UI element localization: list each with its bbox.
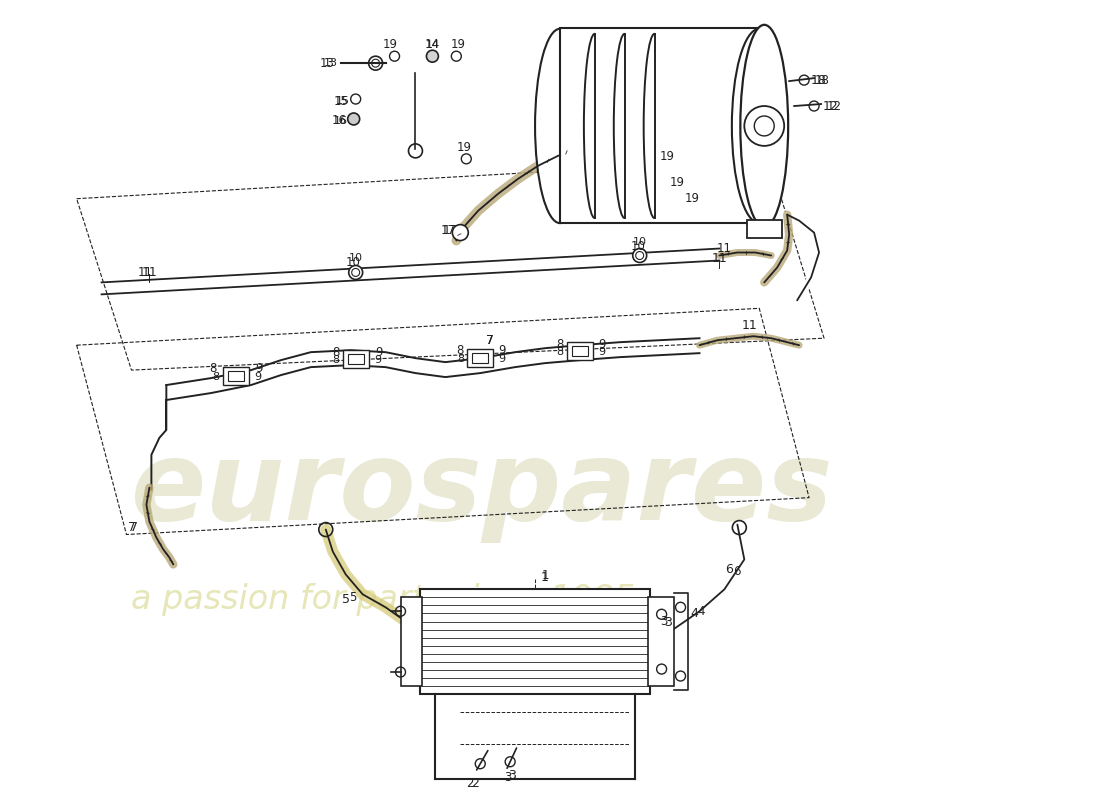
Text: 15: 15	[333, 94, 349, 107]
Text: 9: 9	[598, 347, 605, 357]
Bar	[747, 220, 782, 238]
Circle shape	[745, 106, 784, 146]
Bar	[348, 354, 364, 364]
Text: 11: 11	[717, 242, 732, 255]
Circle shape	[348, 113, 360, 125]
Text: 19: 19	[456, 142, 472, 154]
Text: 8: 8	[212, 372, 220, 382]
Bar	[400, 598, 422, 686]
Text: 11: 11	[712, 252, 727, 265]
Text: 18: 18	[811, 74, 827, 86]
Text: 8: 8	[557, 347, 563, 357]
Text: 11: 11	[741, 318, 757, 332]
Text: 16: 16	[331, 114, 346, 127]
Text: 5: 5	[349, 591, 356, 604]
Text: 14: 14	[426, 40, 440, 50]
Text: 6: 6	[725, 563, 734, 576]
Bar	[572, 346, 587, 356]
Text: 16: 16	[333, 116, 348, 126]
Text: 9: 9	[255, 362, 263, 374]
Text: 10: 10	[345, 256, 360, 269]
Text: 18: 18	[815, 74, 829, 86]
Text: 12: 12	[826, 99, 842, 113]
Text: 17: 17	[441, 224, 455, 237]
Text: 7: 7	[128, 521, 135, 534]
Text: 2: 2	[471, 777, 480, 790]
Circle shape	[349, 266, 363, 279]
Bar	[560, 28, 759, 222]
Text: 9: 9	[254, 372, 262, 382]
Bar	[468, 349, 493, 367]
Text: 7: 7	[486, 334, 494, 346]
Text: 5: 5	[342, 593, 350, 606]
Bar	[228, 371, 244, 381]
Text: 8: 8	[557, 338, 563, 350]
Text: 1: 1	[541, 569, 549, 582]
Circle shape	[427, 50, 439, 62]
Text: 3: 3	[660, 614, 668, 628]
Text: 9: 9	[374, 355, 382, 365]
Text: 19: 19	[451, 38, 465, 50]
Text: 12: 12	[823, 99, 839, 113]
Bar	[566, 342, 593, 360]
Text: 17: 17	[442, 224, 459, 237]
Text: 9: 9	[498, 354, 506, 364]
Text: 3: 3	[508, 769, 516, 782]
Text: 1: 1	[541, 571, 549, 584]
Text: 8: 8	[332, 355, 339, 365]
Text: 14: 14	[425, 38, 440, 50]
Text: 10: 10	[630, 240, 645, 253]
Text: 3: 3	[505, 771, 512, 784]
Ellipse shape	[732, 29, 786, 223]
Text: 10: 10	[632, 237, 647, 246]
Text: 9: 9	[375, 346, 383, 358]
Text: 8: 8	[456, 344, 464, 357]
Text: 19: 19	[670, 176, 685, 190]
Text: 19: 19	[660, 150, 675, 163]
Circle shape	[452, 225, 469, 241]
Text: 19: 19	[685, 192, 700, 206]
Text: 13: 13	[323, 58, 338, 68]
Bar	[343, 350, 368, 368]
Text: 8: 8	[209, 362, 217, 374]
Text: 8: 8	[456, 354, 464, 364]
Text: 3: 3	[663, 616, 671, 629]
Bar	[472, 353, 488, 363]
Text: 10: 10	[349, 254, 363, 263]
Text: 6: 6	[734, 565, 741, 578]
Text: a passion for parts since 1985: a passion for parts since 1985	[132, 583, 636, 616]
Text: 9: 9	[498, 344, 506, 357]
Bar	[223, 367, 249, 385]
Text: 19: 19	[383, 38, 398, 50]
Ellipse shape	[740, 25, 789, 227]
Text: 11: 11	[142, 266, 157, 279]
Text: 13: 13	[319, 57, 334, 70]
Text: 11: 11	[138, 266, 153, 279]
Text: 2: 2	[466, 777, 474, 790]
Text: 4: 4	[697, 605, 705, 618]
Text: 8: 8	[332, 346, 340, 358]
Text: 15: 15	[336, 96, 350, 106]
Ellipse shape	[535, 29, 585, 223]
Bar	[420, 590, 650, 694]
Text: 4: 4	[691, 606, 698, 620]
Text: eurospares: eurospares	[132, 436, 834, 543]
Text: 7: 7	[486, 334, 494, 346]
Text: 9: 9	[598, 338, 606, 350]
Text: 7: 7	[131, 521, 139, 534]
Bar	[648, 598, 673, 686]
Circle shape	[632, 249, 647, 262]
